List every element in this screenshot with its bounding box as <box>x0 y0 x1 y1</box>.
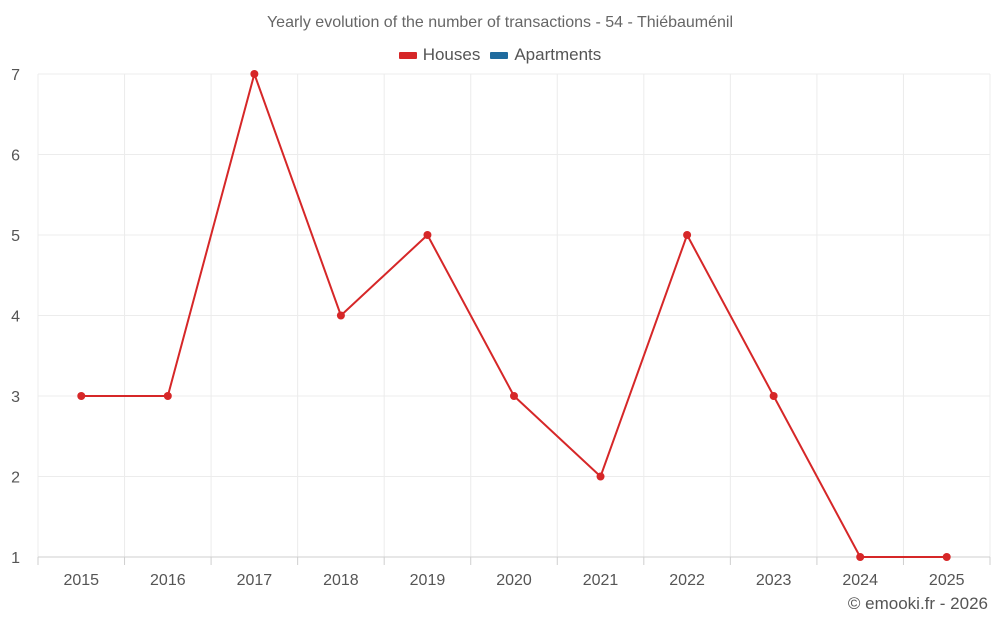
legend: Houses Apartments <box>0 45 1000 65</box>
y-tick-label: 4 <box>11 309 20 326</box>
x-tick-label: 2024 <box>842 572 878 589</box>
x-tick-label: 2015 <box>63 572 99 589</box>
y-tick-label: 3 <box>11 389 20 406</box>
x-tick-label: 2019 <box>410 572 446 589</box>
legend-label-apartments: Apartments <box>514 45 602 64</box>
x-tick-label: 2021 <box>583 572 619 589</box>
data-point-houses[interactable] <box>683 231 692 239</box>
legend-item-houses[interactable]: Houses <box>398 45 481 65</box>
data-point-houses[interactable] <box>163 392 172 400</box>
x-tick-label: 2018 <box>323 572 359 589</box>
y-tick-label: 6 <box>11 148 20 165</box>
y-tick-label: 1 <box>11 550 20 567</box>
y-tick-label: 2 <box>11 470 20 487</box>
data-points <box>77 70 951 561</box>
grid-lines <box>37 73 991 565</box>
x-tick-label: 2022 <box>669 572 705 589</box>
x-tick-label: 2025 <box>929 572 965 589</box>
data-point-houses[interactable] <box>856 553 865 561</box>
data-point-houses[interactable] <box>250 70 259 78</box>
y-tick-label: 5 <box>11 228 20 245</box>
x-tick-label: 2016 <box>150 572 186 589</box>
x-tick-label: 2020 <box>496 572 532 589</box>
legend-label-houses: Houses <box>422 45 481 64</box>
data-point-houses[interactable] <box>769 392 778 400</box>
legend-swatch-houses <box>398 51 417 59</box>
x-axis-ticks: 2015 2016 2017 2018 2019 2020 2021 2022 2023 2024… <box>63 572 964 589</box>
x-tick-label: 2023 <box>756 572 792 589</box>
data-point-houses[interactable] <box>510 392 518 400</box>
credit-text: © emooki.fr - 2026 <box>847 594 988 613</box>
x-tick-label: 2017 <box>237 572 273 589</box>
data-point-houses[interactable] <box>423 231 432 239</box>
data-point-houses[interactable] <box>596 472 605 481</box>
y-tick-label: 7 <box>11 67 20 84</box>
data-point-houses[interactable] <box>942 553 951 561</box>
chart-title: Yearly evolution of the number of transa… <box>266 14 734 31</box>
y-axis-ticks: 1 2 3 4 5 6 7 <box>11 67 20 567</box>
data-point-houses[interactable] <box>336 311 345 320</box>
legend-item-apartments[interactable]: Apartments <box>490 45 601 65</box>
data-point-houses[interactable] <box>77 392 86 400</box>
legend-swatch-apartments <box>490 51 509 59</box>
